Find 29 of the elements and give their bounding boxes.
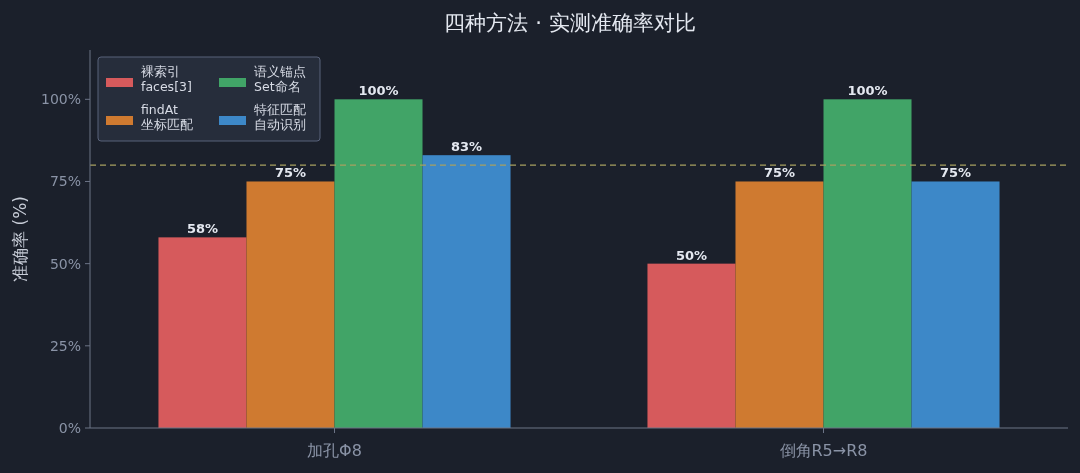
y-axis-title: 准确率 (%) <box>10 196 30 282</box>
data-label: 100% <box>358 83 399 99</box>
y-tick-label: 25% <box>49 337 81 354</box>
data-label: 75% <box>274 165 307 181</box>
bar <box>246 181 335 428</box>
bar <box>334 99 423 428</box>
data-label: 83% <box>450 139 483 155</box>
y-tick-label: 75% <box>49 173 81 190</box>
bar <box>158 237 247 428</box>
bar <box>647 263 736 428</box>
legend-label: 语义锚点 Set命名 <box>254 64 306 94</box>
y-tick-label: 100% <box>40 91 81 108</box>
bar <box>823 99 912 428</box>
data-label: 58% <box>186 221 219 237</box>
data-label: 75% <box>763 165 796 181</box>
bar <box>422 155 511 428</box>
y-tick-label: 50% <box>49 255 81 272</box>
legend-label: findAt 坐标匹配 <box>141 102 193 132</box>
data-label: 50% <box>675 247 708 263</box>
y-tick-label: 0% <box>58 420 81 436</box>
x-tick-label: 倒角R5→R8 <box>779 441 868 460</box>
x-tick-label: 加孔Φ8 <box>307 441 362 460</box>
chart-title: 四种方法 · 实测准确率对比 <box>444 11 696 35</box>
bar <box>735 181 824 428</box>
legend-label: 特征匹配自动识别 <box>254 102 306 132</box>
data-label: 100% <box>847 83 888 99</box>
legend-label: 裸索引 faces[3] <box>141 64 192 94</box>
data-label: 75% <box>939 165 972 181</box>
bar <box>911 181 1000 428</box>
